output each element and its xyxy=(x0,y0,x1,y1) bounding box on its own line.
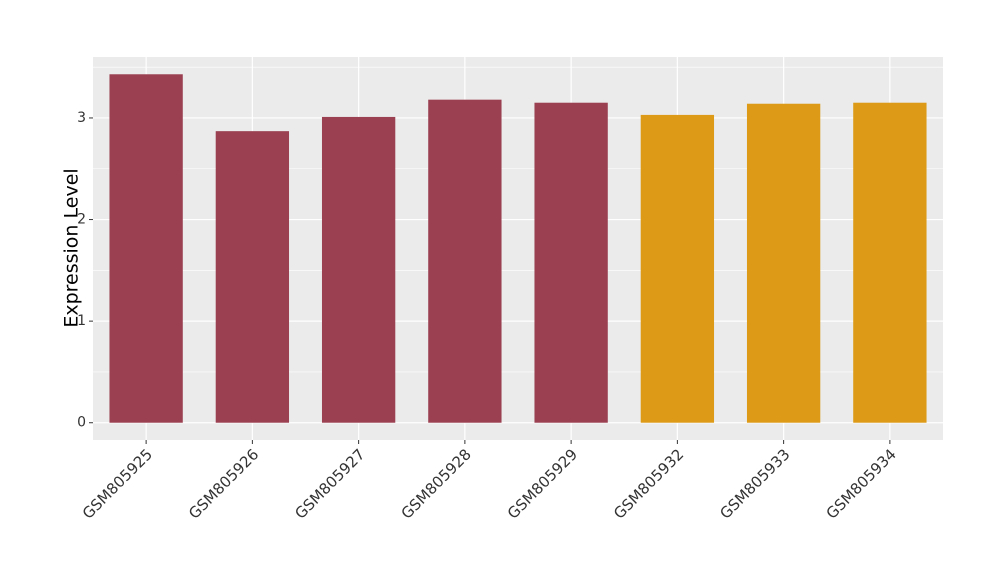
bar xyxy=(746,103,821,423)
x-tick-label: GSM805929 xyxy=(504,445,581,522)
bar xyxy=(534,102,608,423)
x-tick-label: GSM805934 xyxy=(823,445,900,522)
bar xyxy=(853,102,927,423)
y-tick-label: 0 xyxy=(77,415,86,431)
bar xyxy=(428,99,502,423)
x-tick-label: GSM805927 xyxy=(291,445,368,522)
x-tick-label: GSM805928 xyxy=(398,445,475,522)
x-tick-label: GSM805925 xyxy=(79,445,156,522)
x-tick-label: GSM805933 xyxy=(716,445,793,522)
x-tick-label: GSM805926 xyxy=(185,445,262,522)
bar xyxy=(109,74,183,423)
y-tick-label: 3 xyxy=(77,110,86,126)
bar xyxy=(215,131,290,423)
y-tick-label: 2 xyxy=(77,212,86,228)
bar xyxy=(321,116,396,423)
y-tick-label: 1 xyxy=(77,313,86,329)
bar xyxy=(640,114,715,423)
y-axis-title: Expression Level xyxy=(61,168,83,327)
x-tick-label: GSM805932 xyxy=(610,445,687,522)
